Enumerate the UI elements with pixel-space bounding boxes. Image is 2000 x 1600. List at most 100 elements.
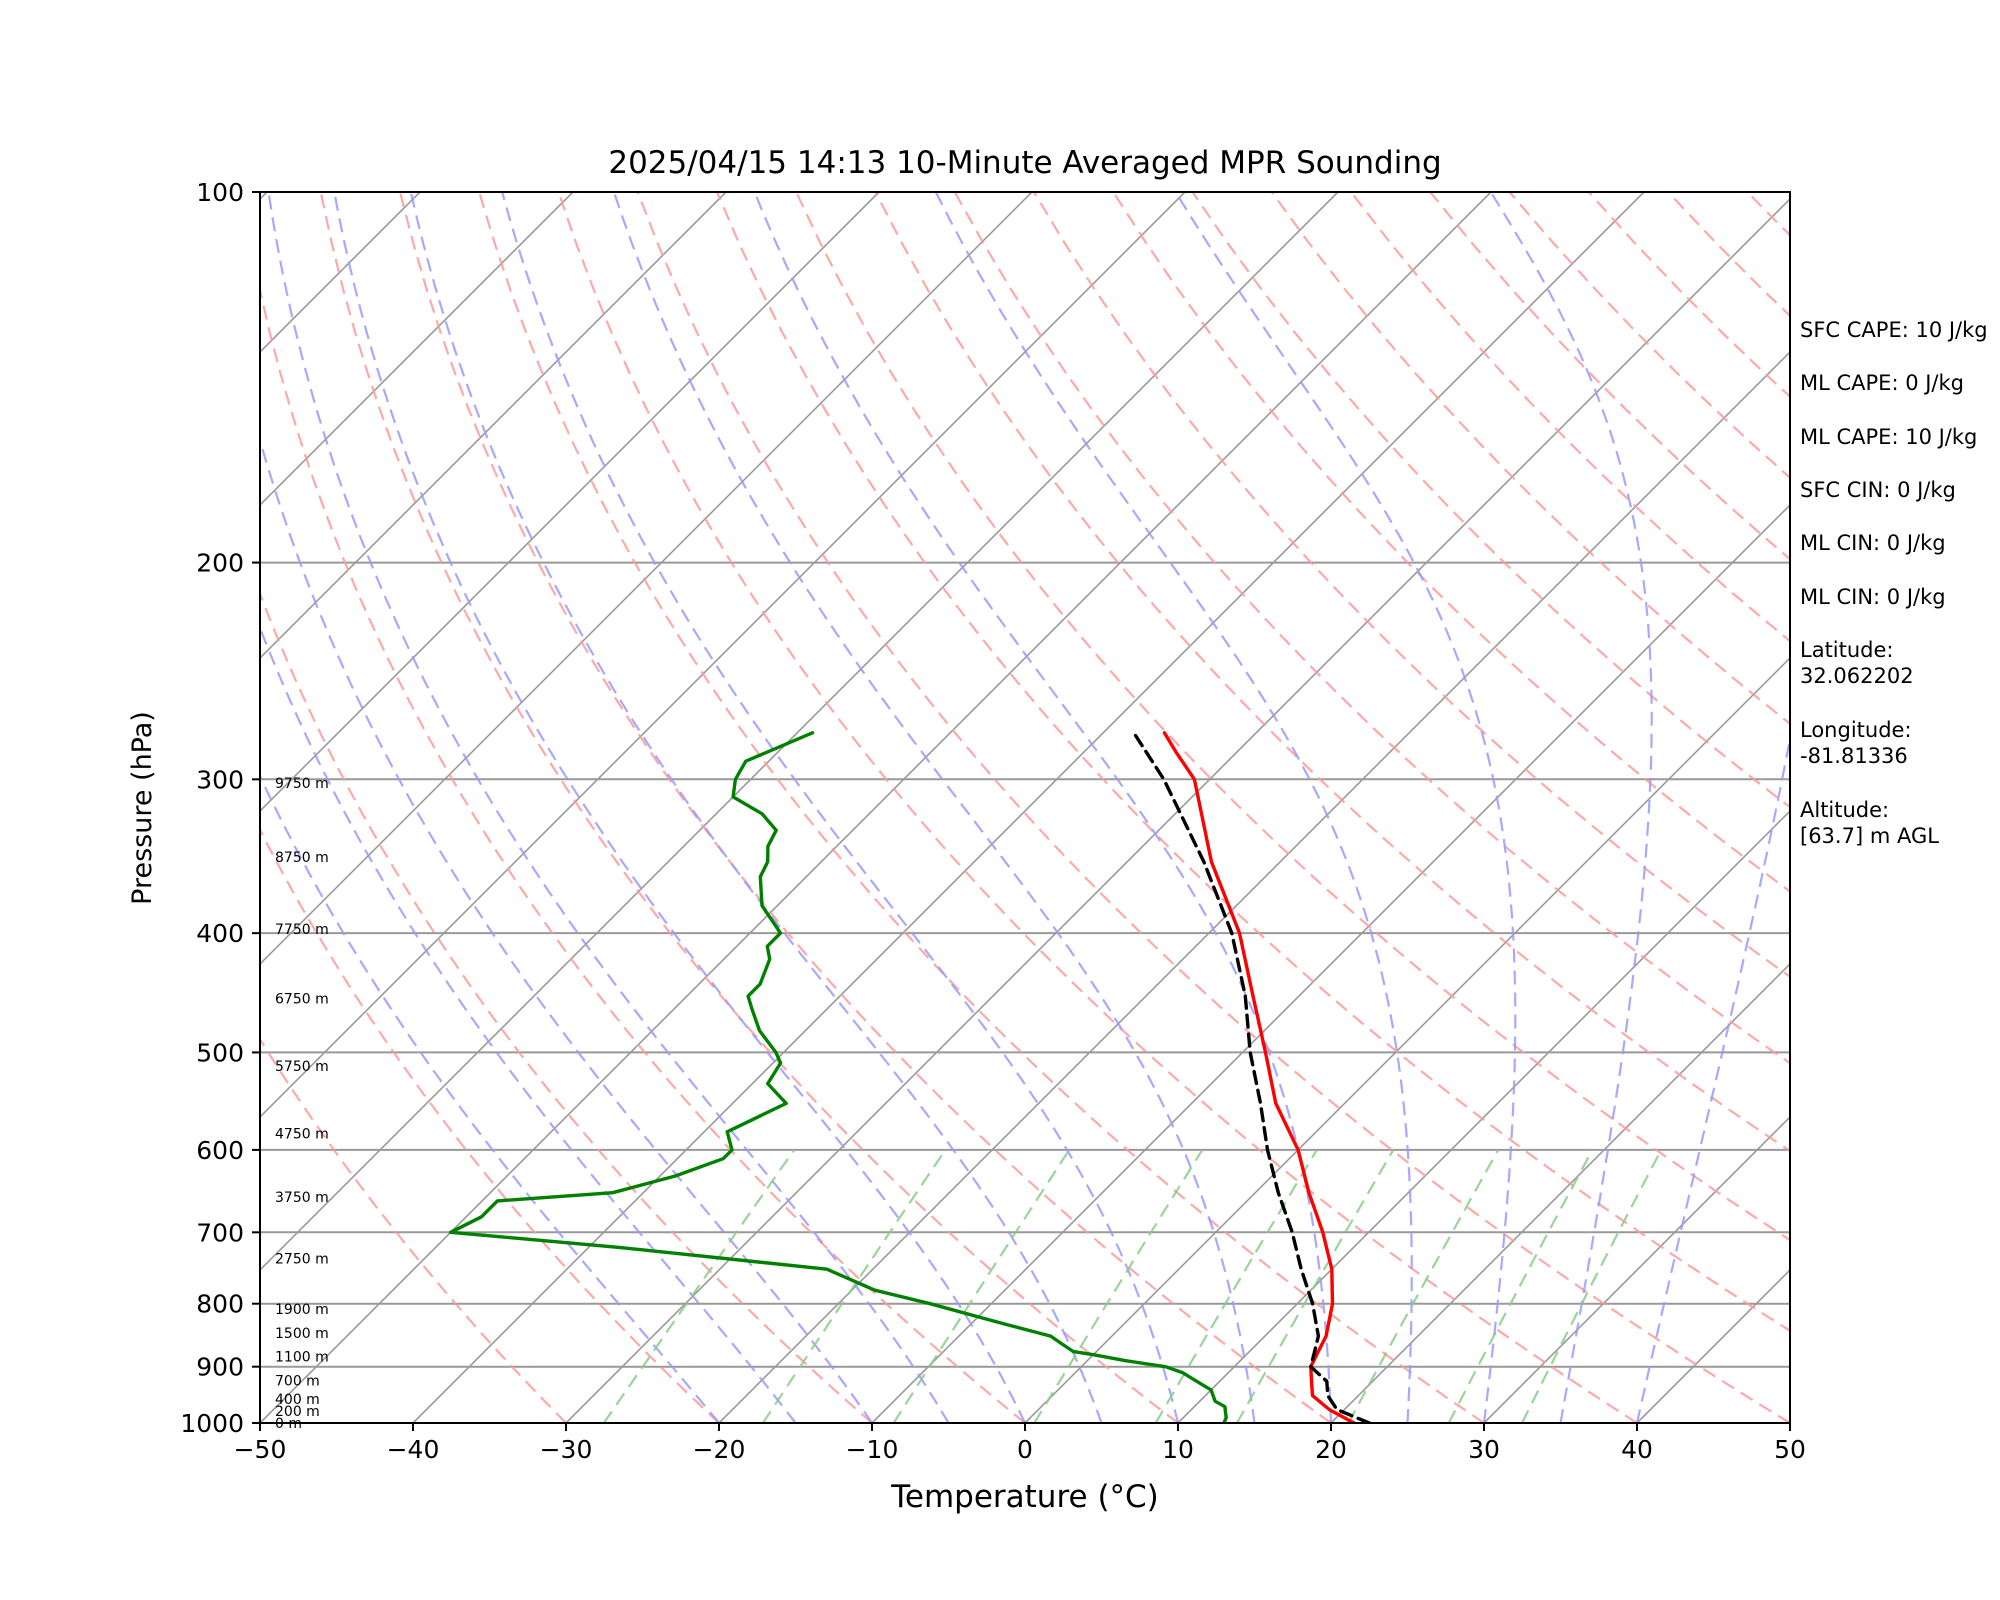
x-axis-label: Temperature (°C) <box>890 1479 1159 1515</box>
height-label: 200 m <box>275 1404 320 1420</box>
ml-cape-text-2: ML CAPE: 10 J/kg <box>1800 425 1978 449</box>
isotherm-line <box>260 192 880 813</box>
x-tick-label: 20 <box>1315 1435 1347 1464</box>
height-label: 1500 m <box>275 1326 329 1342</box>
moist-adiabat <box>934 192 1413 1423</box>
height-label: 5750 m <box>275 1059 329 1075</box>
isotherm-line <box>1330 962 1790 1423</box>
dry-adiabat <box>260 284 1026 1423</box>
sfc-cin-text: SFC CIN: 0 J/kg <box>1800 478 1956 502</box>
isotherm-line <box>260 192 1186 1119</box>
mixing-ratio-line <box>1033 1149 1204 1423</box>
isotherm-line <box>260 192 1339 1272</box>
isotherm-line <box>0 192 114 1423</box>
height-label: 7750 m <box>275 922 329 938</box>
dry-adiabat <box>319 192 1179 1423</box>
moist-adiabat <box>333 192 1026 1423</box>
background-lines <box>0 192 1790 1423</box>
mixing-ratio-line <box>1347 1149 1500 1423</box>
isotherm-line <box>1483 1115 1790 1423</box>
height-label: 3750 m <box>275 1190 329 1206</box>
y-tick-label: 600 <box>196 1136 244 1165</box>
longitude-text: Longitude: -81.81336 <box>1800 718 1912 768</box>
y-tick-label: 200 <box>196 549 244 578</box>
x-tick-label: −50 <box>234 1435 287 1464</box>
dry-adiabat <box>795 192 1790 1242</box>
isotherm-line <box>871 503 1790 1423</box>
x-tick-label: 0 <box>1017 1435 1033 1464</box>
profile-lines <box>449 731 1371 1423</box>
height-label: 700 m <box>275 1374 320 1390</box>
height-label: 400 m <box>275 1392 320 1408</box>
moist-adiabat <box>267 192 950 1423</box>
isotherm-line <box>260 192 1492 1423</box>
y-axis-label: Pressure (hPa) <box>127 711 158 905</box>
isotherm-line <box>718 350 1790 1423</box>
ml-cape-text: ML CAPE: 0 J/kg <box>1800 371 1965 395</box>
y-tick-label: 700 <box>196 1218 244 1247</box>
isotherm-line <box>1177 809 1790 1423</box>
latitude-text: Latitude: 32.062202 <box>1800 638 1914 688</box>
dry-adiabat <box>557 192 1638 1423</box>
x-tick-label: −30 <box>540 1435 593 1464</box>
mixing-ratio-line <box>1154 1149 1318 1423</box>
dry-adiabat <box>478 192 1485 1423</box>
moist-adiabat <box>1174 192 1517 1423</box>
isotherm-line <box>565 197 1790 1423</box>
x-tick-label: 50 <box>1774 1435 1806 1464</box>
y-tick-label: 400 <box>196 919 244 948</box>
plot-frame <box>259 191 1791 1424</box>
y-tick-label: 1000 <box>180 1409 244 1438</box>
dry-adiabat <box>953 192 1790 1065</box>
dry-adiabat <box>398 192 1332 1423</box>
sfc-cape-text: SFC CAPE: 10 J/kg <box>1800 318 1988 342</box>
height-label: 6750 m <box>275 992 329 1008</box>
dry-adiabat <box>715 192 1790 1333</box>
y-tick-label: 100 <box>196 178 244 207</box>
moist-adiabat <box>260 773 720 1423</box>
moist-adiabat <box>501 192 1180 1423</box>
isotherm-line <box>412 192 1645 1423</box>
chart-title: 2025/04/15 14:13 10-Minute Averaged MPR … <box>608 145 1441 181</box>
isotherm-line <box>260 192 1033 966</box>
x-tick-label: 30 <box>1468 1435 1500 1464</box>
dry-adiabat <box>1270 192 1790 726</box>
dry-adiabat <box>1033 192 1790 979</box>
y-tick-label: 500 <box>196 1038 244 1067</box>
height-label: 1900 m <box>275 1302 329 1318</box>
parcel-profile <box>1132 731 1371 1423</box>
dry-adiabat <box>260 827 720 1423</box>
dewpoint-profile <box>449 731 1228 1423</box>
axis-ticks: −50 −40 −30 −20 −10 0 10 20 30 40 50 100 200 300 400 50… <box>180 178 1806 1464</box>
mixing-ratio-line <box>1236 1149 1395 1423</box>
height-label: 1100 m <box>275 1350 329 1366</box>
x-tick-label: −20 <box>693 1435 746 1464</box>
x-tick-label: 10 <box>1162 1435 1194 1464</box>
height-label: 2750 m <box>275 1251 329 1267</box>
dry-adiabat <box>1112 192 1790 893</box>
height-label: 4750 m <box>275 1127 329 1143</box>
dry-adiabat <box>260 1037 567 1423</box>
ml-cin-text-2: ML CIN: 0 J/kg <box>1800 585 1946 609</box>
x-tick-label: −10 <box>846 1435 899 1464</box>
height-label: 8750 m <box>275 850 329 866</box>
moist-adiabat <box>260 624 797 1423</box>
y-tick-label: 900 <box>196 1353 244 1382</box>
mixing-ratio-line <box>602 1149 796 1423</box>
altitude-text: Altitude: [63.7] m AGL <box>1800 798 1939 848</box>
moist-adiabat <box>1489 192 1653 1423</box>
mixing-ratio-line <box>761 1149 947 1423</box>
mixing-ratio-line <box>892 1149 1071 1423</box>
mixing-ratio-line <box>1447 1149 1594 1423</box>
isotherm-line <box>260 192 727 660</box>
isotherm-line <box>260 192 574 507</box>
x-tick-label: 40 <box>1621 1435 1653 1464</box>
height-label: 9750 m <box>275 776 329 792</box>
y-tick-label: 800 <box>196 1290 244 1319</box>
y-tick-label: 300 <box>196 765 244 794</box>
dry-adiabat <box>1191 192 1790 809</box>
moist-adiabat <box>260 436 873 1423</box>
mixing-ratio-line <box>1521 1149 1663 1423</box>
